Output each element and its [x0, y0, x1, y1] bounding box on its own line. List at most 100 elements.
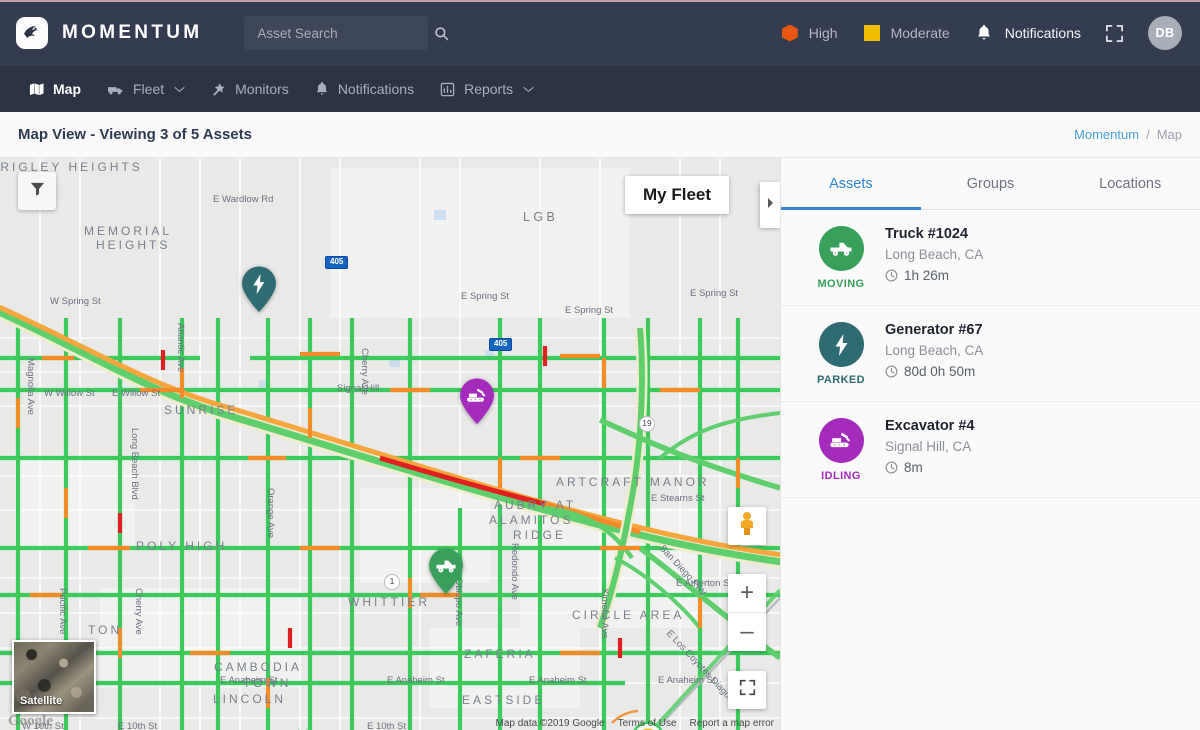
bell-icon: [976, 24, 992, 42]
route-shield: 405: [325, 256, 349, 269]
tab-locations[interactable]: Locations: [1099, 175, 1162, 192]
map-data-text: Map data ©2019 Google: [495, 718, 605, 729]
truck-icon: [818, 226, 864, 271]
asset-list-item[interactable]: IDLING Excavator #4 Signal Hill, CA 8m: [781, 402, 1200, 498]
map-panel[interactable]: WRIGLEY HEIGHTS MEMORIAL HEIGHTS SUNRISE POL…: [0, 158, 780, 730]
zoom-out-button[interactable]: –: [740, 618, 754, 645]
nav-item-notifications[interactable]: Notifications: [302, 66, 427, 112]
search-icon[interactable]: [434, 26, 449, 41]
map-fullscreen-button[interactable]: [728, 671, 766, 709]
my-fleet-button[interactable]: My Fleet: [625, 176, 730, 214]
map-icon: [29, 82, 44, 97]
asset-duration: 1h 26m: [885, 268, 983, 283]
page-title: Map View - Viewing 3 of 5 Assets: [18, 126, 252, 143]
map-filter-button[interactable]: [18, 172, 56, 210]
asset-status-badge: MOVING: [803, 226, 879, 290]
asset-list[interactable]: MOVING Truck #1024 Long Beach, CA 1h 26m: [781, 210, 1200, 730]
chevron-down-icon[interactable]: [523, 86, 534, 93]
nav-item-monitors[interactable]: Monitors: [198, 66, 302, 112]
brand[interactable]: MOMENTUM: [16, 17, 202, 49]
asset-list-item[interactable]: PARKED Generator #67 Long Beach, CA 80d …: [781, 306, 1200, 402]
legend-label-moderate: Moderate: [890, 25, 950, 41]
header-right-cluster: High Moderate Notifications: [781, 16, 1200, 50]
clock-icon: [885, 365, 898, 378]
satellite-thumbnail-image: [14, 642, 94, 712]
clock-icon: [885, 461, 898, 474]
bell-icon: [315, 81, 329, 97]
asset-duration-text: 8m: [904, 460, 923, 475]
satellite-layer-toggle[interactable]: Satellite: [12, 640, 96, 714]
search-box[interactable]: [244, 16, 449, 50]
tab-assets[interactable]: Assets: [781, 158, 921, 210]
asset-name: Truck #1024: [885, 226, 969, 242]
excavator-icon: [455, 379, 499, 413]
map-marker[interactable]: [455, 375, 499, 425]
pegman-icon: [736, 511, 758, 542]
legend-label-high: High: [808, 25, 838, 41]
nav-item-fleet[interactable]: Fleet: [94, 66, 198, 112]
main-nav: Map Fleet Monitors: [0, 66, 1200, 112]
notifications-button[interactable]: Notifications: [976, 24, 1081, 42]
asset-duration: 8m: [885, 460, 974, 475]
nav-item-map[interactable]: Map: [16, 66, 94, 112]
sub-header: Map View - Viewing 3 of 5 Assets Momentu…: [0, 112, 1200, 158]
asset-info: Excavator #4 Signal Hill, CA 8m: [879, 418, 974, 482]
tab-groups[interactable]: Groups: [966, 175, 1015, 192]
map-marker[interactable]: [424, 545, 468, 595]
chevron-right-icon: [766, 196, 775, 214]
terms-of-use-link[interactable]: Terms of Use: [617, 718, 677, 729]
top-header: MOMENTUM High Moderate: [0, 0, 1200, 66]
satellite-label: Satellite: [20, 695, 63, 707]
legend-item-moderate[interactable]: Moderate: [863, 25, 950, 41]
asset-name: Generator #67: [885, 322, 983, 338]
truck-icon: [107, 82, 124, 96]
map-attribution: Map data ©2019 Google Terms of Use Repor…: [495, 718, 774, 729]
street-view-pegman-button[interactable]: [728, 507, 766, 545]
asset-location: Signal Hill, CA: [885, 439, 972, 454]
excavator-icon: [818, 418, 864, 463]
asset-list-item[interactable]: MOVING Truck #1024 Long Beach, CA 1h 26m: [781, 210, 1200, 306]
legend-item-high[interactable]: High: [781, 24, 838, 42]
winged-m-logo-icon: [16, 17, 48, 49]
hexagon-icon: [781, 24, 798, 42]
breadcrumb-root[interactable]: Momentum: [1074, 127, 1140, 142]
search-input[interactable]: [257, 25, 435, 41]
chevron-down-icon[interactable]: [174, 86, 185, 93]
breadcrumb: Momentum / Map: [1074, 127, 1182, 142]
asset-duration-text: 80d 0h 50m: [904, 364, 976, 379]
divider: [728, 612, 766, 613]
route-shield: 405: [489, 338, 513, 351]
nav-label-monitors: Monitors: [235, 81, 289, 97]
nav-item-reports[interactable]: Reports: [427, 66, 547, 112]
asset-duration-text: 1h 26m: [904, 268, 950, 283]
route-shield: 19: [639, 416, 655, 432]
right-sidebar: Assets Groups Locations MOVING Truck #10…: [780, 158, 1200, 730]
report-map-error-link[interactable]: Report a map error: [689, 718, 774, 729]
breadcrumb-current: Map: [1156, 127, 1182, 142]
nav-label-map: Map: [53, 81, 81, 97]
filter-funnel-icon: [29, 180, 46, 202]
map-marker[interactable]: [237, 263, 281, 313]
avatar[interactable]: DB: [1148, 16, 1182, 50]
nav-label-fleet: Fleet: [133, 81, 165, 97]
map-zoom-controls[interactable]: + –: [728, 574, 766, 651]
bolt-icon: [818, 322, 864, 367]
asset-status-label: MOVING: [817, 278, 865, 290]
route-shield: 1: [384, 574, 400, 590]
clock-icon: [885, 269, 898, 282]
asset-status-badge: IDLING: [803, 418, 879, 482]
asset-duration: 80d 0h 50m: [885, 364, 983, 379]
map-panel-collapse-button[interactable]: [760, 182, 780, 228]
fullscreen-icon[interactable]: [1105, 24, 1124, 43]
map-canvas: [0, 158, 780, 730]
sidebar-tabs: Assets Groups Locations: [781, 158, 1200, 210]
chart-icon: [440, 82, 455, 97]
asset-status-label: PARKED: [816, 374, 866, 386]
asset-location: Long Beach, CA: [885, 247, 984, 262]
zoom-in-button[interactable]: +: [739, 579, 754, 606]
fullscreen-icon: [739, 679, 756, 701]
bolt-icon: [237, 267, 281, 301]
content-area: WRIGLEY HEIGHTS MEMORIAL HEIGHTS SUNRISE POL…: [0, 158, 1200, 730]
asset-status-badge: PARKED: [803, 322, 879, 386]
